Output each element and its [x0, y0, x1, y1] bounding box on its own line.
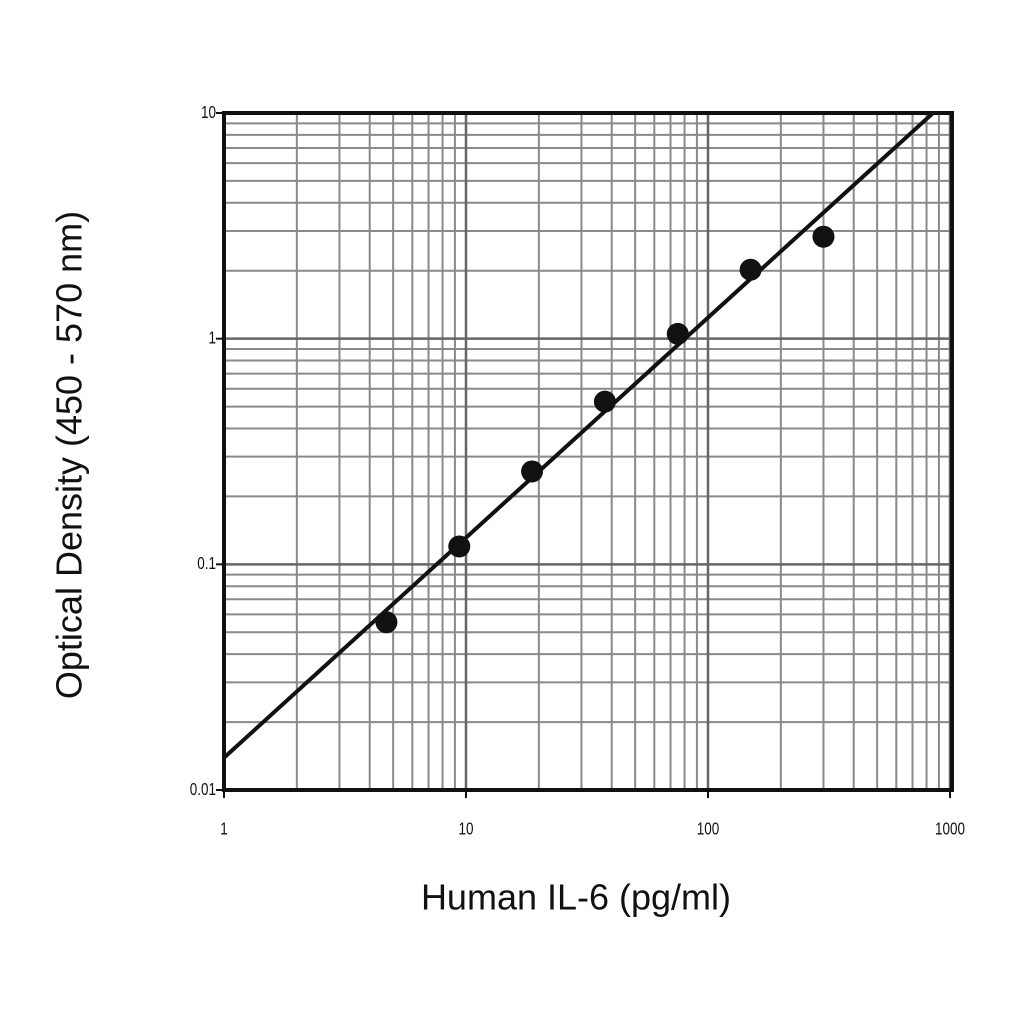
y-tick-label: 1: [208, 329, 216, 348]
y-tick-label: 0.01: [190, 780, 216, 799]
y-tick-label: 10: [201, 103, 216, 122]
fit-line: [224, 113, 935, 760]
x-tick-label: 100: [697, 820, 720, 839]
y-axis-title: Optical Density (450 - 570 nm): [49, 211, 90, 699]
ticks: 1 10 100 1000 0.01 0.1 1 10: [190, 103, 965, 839]
data-point: [666, 322, 689, 345]
data-point: [521, 460, 544, 483]
x-tick-label: 1: [220, 820, 228, 839]
x-tick-label: 1000: [935, 820, 965, 839]
grid: [222, 111, 952, 792]
plot-frame: [222, 111, 954, 792]
plot-area: [224, 113, 935, 760]
data-point: [812, 225, 835, 248]
y-tick-label: 0.1: [197, 554, 216, 573]
x-axis-title: Human IL-6 (pg/ml): [421, 877, 731, 918]
x-tick-label: 10: [458, 820, 473, 839]
